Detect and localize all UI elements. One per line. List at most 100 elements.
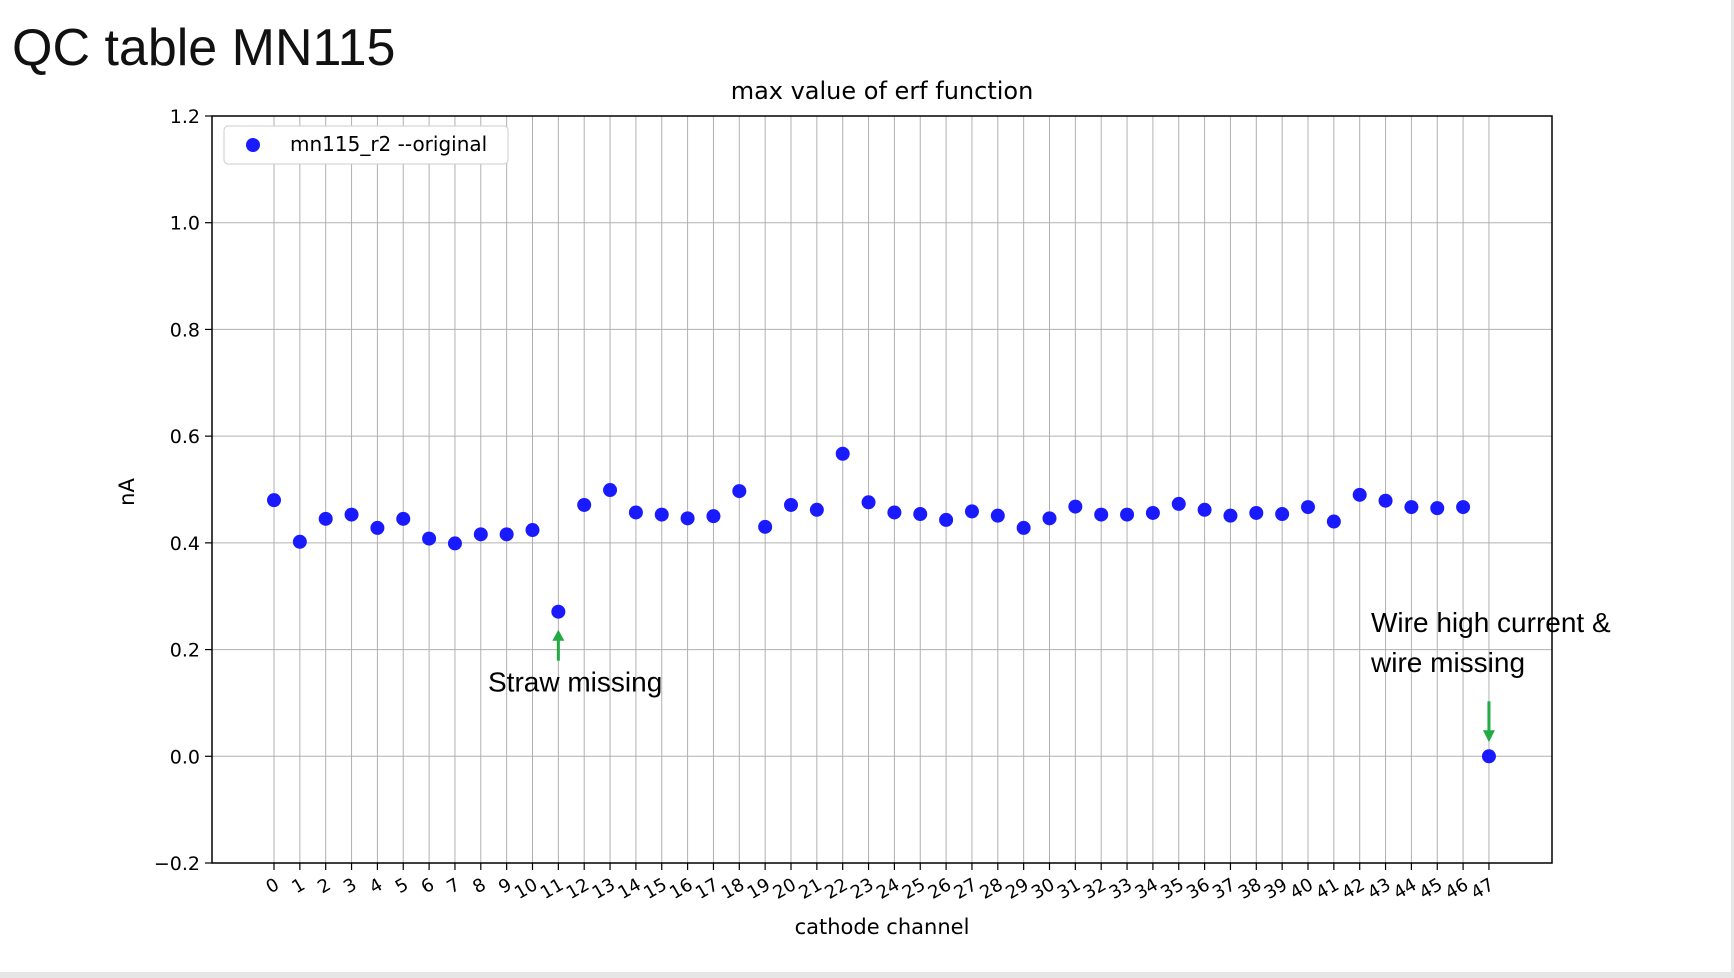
x-tick-label: 25 <box>899 874 929 904</box>
data-point <box>551 604 566 619</box>
x-tick-label: 17 <box>692 874 722 904</box>
data-point <box>1197 502 1212 517</box>
x-tick-label: 33 <box>1106 874 1136 904</box>
data-point <box>758 519 773 534</box>
x-tick-label: 47 <box>1468 874 1498 904</box>
data-point <box>370 520 385 535</box>
data-point <box>784 497 798 512</box>
x-tick-label: 13 <box>589 874 619 904</box>
legend-box <box>223 125 509 165</box>
x-tick-label: 5 <box>392 874 412 898</box>
data-point <box>525 523 540 538</box>
data-point <box>680 511 695 526</box>
data-point <box>654 507 669 522</box>
data-point <box>732 484 747 499</box>
slide-title: QC table MN115 <box>12 19 396 77</box>
data-point <box>809 502 824 517</box>
data-point <box>292 534 307 549</box>
y-tick-label: −0.2 <box>154 853 200 875</box>
x-tick-label: 4 <box>366 874 386 898</box>
y-axis-label: nA <box>115 478 139 506</box>
data-point <box>964 504 979 519</box>
data-point <box>706 509 721 524</box>
data-point <box>344 507 359 522</box>
data-point <box>473 527 488 542</box>
y-tick-label: 0.2 <box>170 640 200 662</box>
legend-label: mn115_r2 --original <box>290 132 487 156</box>
legend: mn115_r2 --original <box>223 125 509 165</box>
x-tick-label: 38 <box>1235 874 1265 904</box>
data-point <box>447 536 462 551</box>
x-tick-label: 29 <box>1002 874 1032 904</box>
x-tick-label: 16 <box>666 874 696 904</box>
x-tick-label: 39 <box>1261 874 1291 904</box>
data-point <box>1068 499 1083 514</box>
x-tick-label: 37 <box>1209 874 1239 904</box>
data-point <box>861 495 876 510</box>
x-tick-label: 41 <box>1312 874 1342 904</box>
annotation-arrow-head <box>552 629 565 641</box>
y-tick-label: 0.8 <box>170 319 200 341</box>
x-tick-label: 22 <box>821 874 851 904</box>
x-tick-label: 45 <box>1416 874 1446 904</box>
x-tick-label: 27 <box>951 874 981 904</box>
data-point <box>1120 507 1135 522</box>
data-point <box>913 507 928 522</box>
x-tick-label: 30 <box>1028 874 1058 904</box>
data-point <box>628 505 643 520</box>
x-tick-label: 7 <box>443 874 463 898</box>
data-point <box>1223 508 1238 523</box>
x-tick-label: 35 <box>1157 874 1187 904</box>
x-tick-label: 1 <box>288 874 308 898</box>
data-point <box>499 527 514 542</box>
x-tick-label: 40 <box>1287 874 1317 904</box>
data-point <box>990 508 1005 523</box>
data-point <box>577 497 592 512</box>
x-tick-label: 34 <box>1131 874 1161 904</box>
data-point <box>1094 507 1109 522</box>
data-point <box>1456 500 1471 515</box>
data-point <box>1171 496 1186 511</box>
y-tick-label: 0.4 <box>170 533 200 555</box>
plot-frame <box>211 115 1553 864</box>
x-tick-label: 14 <box>614 874 644 904</box>
x-tick-label: 15 <box>640 874 670 904</box>
y-tick-label: 1.0 <box>170 213 200 235</box>
x-tick-label: 12 <box>563 874 593 904</box>
data-point <box>267 493 281 508</box>
data-point <box>1326 514 1341 529</box>
x-tick-label: 23 <box>847 874 877 904</box>
x-tick-label: 6 <box>418 874 438 898</box>
y-tick-label: 0.0 <box>170 746 200 768</box>
data-point <box>1301 500 1315 515</box>
annotation-label: Wire high current & <box>1371 607 1611 638</box>
x-tick-label: 26 <box>925 874 955 904</box>
y-tick-label: 0.6 <box>170 426 200 448</box>
data-point <box>1145 505 1160 520</box>
x-tick-label: 11 <box>537 874 567 904</box>
data-point <box>1042 511 1057 526</box>
x-tick-label: 36 <box>1183 874 1213 904</box>
data-point <box>1016 520 1031 535</box>
data-point <box>835 446 850 461</box>
data-point <box>396 511 411 526</box>
data-point <box>1481 749 1496 764</box>
data-point <box>422 531 437 546</box>
data-point <box>939 512 954 527</box>
data-point <box>603 483 618 498</box>
x-tick-label: 2 <box>314 874 334 898</box>
x-tick-label: 28 <box>976 874 1006 904</box>
bottom-bar <box>0 972 1734 978</box>
data-point <box>1249 505 1264 520</box>
right-edge <box>1731 0 1734 978</box>
x-tick-label: 10 <box>511 874 541 904</box>
x-tick-label: 20 <box>770 874 800 904</box>
x-tick-label: 24 <box>873 874 903 904</box>
x-tick-label: 0 <box>262 874 282 898</box>
chart-title: max value of erf function <box>731 77 1034 105</box>
data-point <box>887 505 902 520</box>
x-tick-label: 8 <box>469 874 489 898</box>
x-tick-label: 21 <box>795 874 825 904</box>
x-tick-label: 43 <box>1364 874 1394 904</box>
